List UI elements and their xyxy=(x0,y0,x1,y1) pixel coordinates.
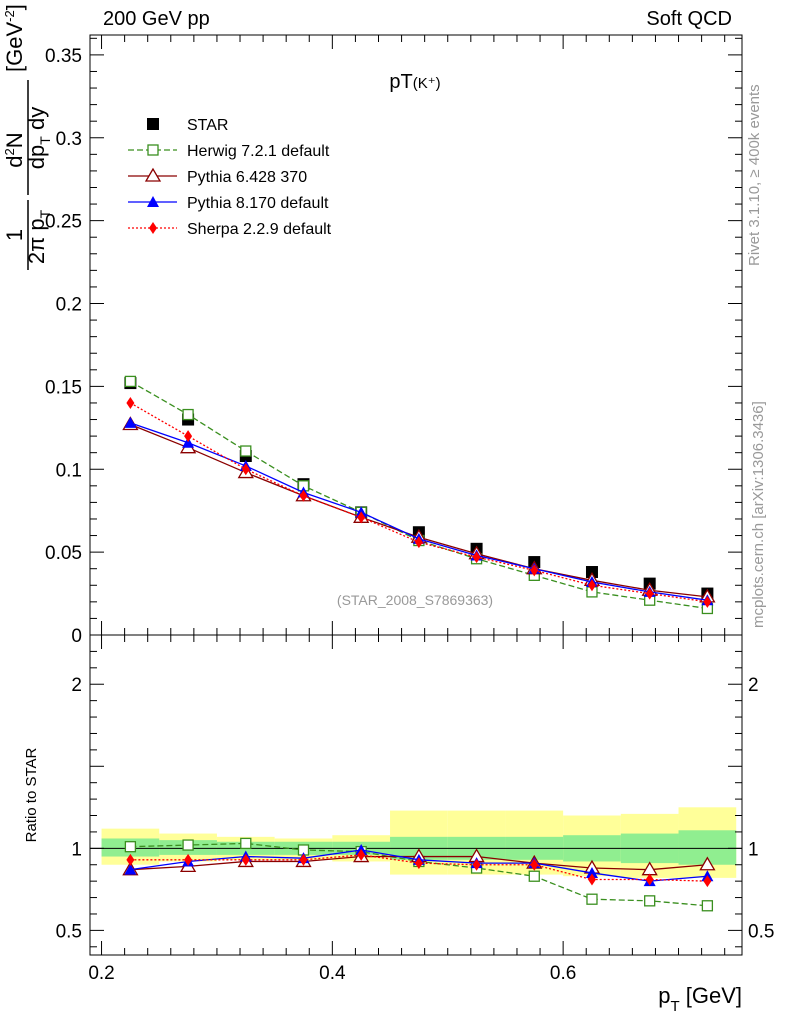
ratio-tick-label-right: 1 xyxy=(748,839,759,860)
ratio-tick-label-right: 2 xyxy=(748,675,759,696)
point-sherpa-2-2-9-default xyxy=(530,564,539,577)
legend-marker-herwig-7-2-1-default xyxy=(147,144,159,156)
x-tick-label: 0.6 xyxy=(550,963,576,984)
legend-marker-star xyxy=(147,118,159,130)
ratio-point-herwig-7-2-1-default xyxy=(701,900,714,912)
x-tick-label: 0.2 xyxy=(88,963,114,984)
point-sherpa-2-2-9-default xyxy=(241,463,250,476)
y-tick-label: 0.25 xyxy=(45,212,82,233)
point-herwig-7-2-1-default xyxy=(124,375,137,388)
y-tick-label: 0 xyxy=(71,626,82,647)
header-left: 200 GeV pp xyxy=(103,8,210,30)
legend-marker-pythia-6-428-370 xyxy=(144,167,162,182)
y-tick-label: 0.3 xyxy=(56,129,82,150)
ratio-point-herwig-7-2-1-default xyxy=(586,893,598,905)
point-sherpa-2-2-9-default xyxy=(703,595,712,608)
legend-label-herwig-7-2-1-default: Herwig 7.2.1 default xyxy=(187,143,330,160)
point-sherpa-2-2-9-default xyxy=(645,587,654,600)
y-axis-label-part: 1 xyxy=(2,229,27,241)
legend-marker-pythia-8-170-default xyxy=(147,196,159,207)
point-herwig-7-2-1-default xyxy=(240,445,252,457)
line-pythia-8-170-default xyxy=(130,422,708,601)
legend-label-pythia-8-170-default: Pythia 8.170 default xyxy=(187,195,329,212)
ratio-point-herwig-7-2-1-default xyxy=(644,895,656,907)
y-axis-label-part: 2π pT xyxy=(24,209,53,264)
line-herwig-7-2-1-default xyxy=(130,380,708,610)
ratio-point-sherpa-2-2-9-default xyxy=(472,858,481,871)
chart-title: pT(K⁺) xyxy=(389,71,440,93)
y-tick-label: 0.1 xyxy=(56,460,82,481)
legend-label-sherpa-2-2-9-default: Sherpa 2.2.9 default xyxy=(187,221,332,238)
ratio-frame xyxy=(89,634,743,956)
y-tick-label: 0.15 xyxy=(45,377,82,398)
legend-marker-sherpa-2-2-9-default xyxy=(149,222,157,234)
ratio-point-pythia-8-170-default xyxy=(124,863,137,875)
ratio-point-sherpa-2-2-9-default xyxy=(126,853,135,866)
y-axis-label-part: [GeV-2] xyxy=(2,4,27,72)
ratio-point-herwig-7-2-1-default xyxy=(124,841,137,853)
ratio-point-sherpa-2-2-9-default xyxy=(357,848,366,861)
legend-label-star: STAR xyxy=(187,117,228,134)
point-sherpa-2-2-9-default xyxy=(126,396,135,409)
ratio-point-pythia-6-428-370 xyxy=(699,856,716,871)
ratio-point-sherpa-2-2-9-default xyxy=(645,873,654,886)
point-pythia-8-170-default xyxy=(124,416,137,428)
analysis-watermark: (STAR_2008_S7869363) xyxy=(337,592,493,608)
y-axis-label-part: d2N xyxy=(2,132,27,167)
point-pythia-8-170-default xyxy=(182,436,195,448)
point-sherpa-2-2-9-default xyxy=(472,551,481,564)
ratio-point-herwig-7-2-1-default xyxy=(240,837,252,850)
y-tick-label: 0.35 xyxy=(45,46,82,67)
point-sherpa-2-2-9-default xyxy=(357,511,366,524)
ratio-tick-label-right: 0.5 xyxy=(748,921,774,942)
ratio-tick-label-left: 2 xyxy=(71,675,82,696)
ratio-point-sherpa-2-2-9-default xyxy=(703,875,712,888)
line-pythia-6-428-370 xyxy=(130,423,708,598)
y-tick-label: 0.2 xyxy=(56,295,82,316)
ratio-axis-label: Ratio to STAR xyxy=(23,747,40,842)
ratio-point-sherpa-2-2-9-default xyxy=(241,853,250,866)
ratio-point-pythia-8-170-default xyxy=(585,866,598,878)
ratio-tick-label-left: 0.5 xyxy=(56,921,82,942)
x-axis-label: pT [GeV] xyxy=(658,983,742,1015)
x-tick-label: 0.4 xyxy=(319,963,346,984)
ratio-point-sherpa-2-2-9-default xyxy=(530,858,539,871)
legend-label-pythia-6-428-370: Pythia 6.428 370 xyxy=(187,169,307,186)
ratio-tick-label-left: 1 xyxy=(71,839,82,860)
ratio-point-herwig-7-2-1-default xyxy=(528,870,540,882)
ratio-point-herwig-7-2-1-default xyxy=(182,839,194,851)
point-sherpa-2-2-9-default xyxy=(414,536,423,549)
point-sherpa-2-2-9-default xyxy=(587,579,596,592)
ratio-point-sherpa-2-2-9-default xyxy=(299,853,308,866)
y-tick-label: 0.05 xyxy=(45,543,82,564)
ratio-point-sherpa-2-2-9-default xyxy=(587,873,596,886)
point-sherpa-2-2-9-default xyxy=(184,430,193,443)
point-sherpa-2-2-9-default xyxy=(299,489,308,502)
header-right: Soft QCD xyxy=(646,8,732,30)
point-herwig-7-2-1-default xyxy=(182,408,194,421)
ratio-point-sherpa-2-2-9-default xyxy=(184,853,193,866)
ratio-point-sherpa-2-2-9-default xyxy=(414,857,423,870)
